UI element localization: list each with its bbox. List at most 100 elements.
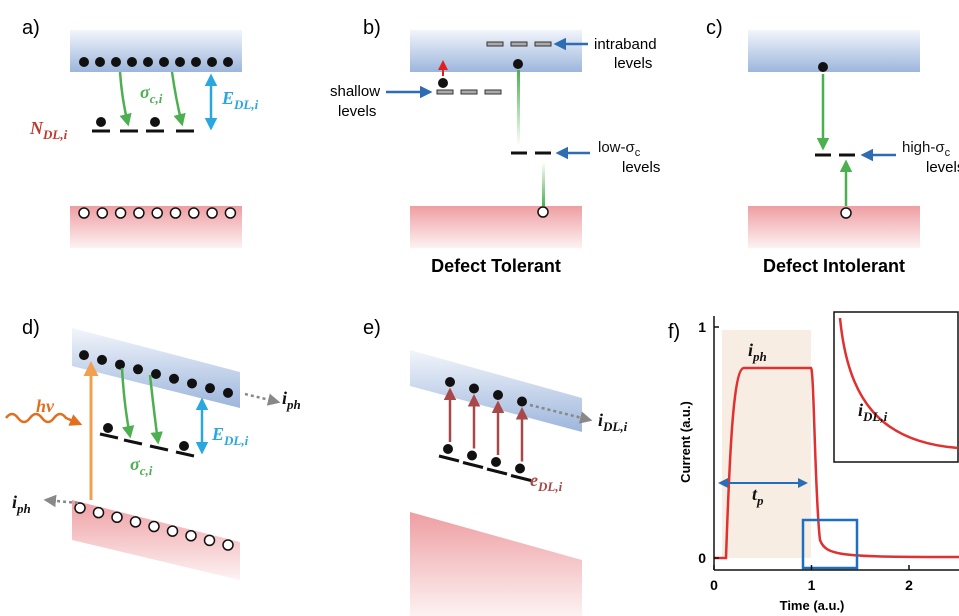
label: shallow (330, 83, 380, 100)
hole (94, 508, 104, 518)
label-text: high-σ (902, 139, 945, 156)
defect-level (439, 456, 459, 461)
hole (841, 208, 851, 218)
symbol: E (221, 88, 234, 108)
electron (223, 57, 233, 67)
hole (207, 208, 217, 218)
panel-a (70, 30, 242, 248)
subscript: DL,i (223, 433, 249, 448)
defect-level (463, 463, 483, 468)
hole (223, 540, 233, 550)
label: levels (622, 159, 660, 176)
electron (79, 57, 89, 67)
electron (513, 59, 523, 69)
conduction-band (70, 30, 242, 72)
label: 0 (710, 577, 718, 593)
electron (151, 369, 161, 379)
electron (205, 383, 215, 393)
panel-d (6, 328, 278, 580)
subscript: ph (286, 397, 301, 412)
subscript: DL,i (602, 419, 628, 434)
label: e) (363, 317, 381, 339)
capture-arrow (120, 72, 128, 124)
electron (517, 397, 527, 407)
electron (143, 57, 153, 67)
trapped-electron (96, 117, 106, 127)
panel-e (410, 350, 590, 616)
math-label: iph (282, 388, 301, 412)
electron (818, 62, 828, 72)
conduction-band (410, 30, 582, 72)
valence-band (410, 512, 582, 616)
label: f) (668, 321, 680, 343)
trapped-electron (467, 451, 477, 461)
hole (152, 208, 162, 218)
subscript: c (635, 147, 641, 159)
subscript: c (945, 147, 951, 159)
label: 0 (698, 550, 706, 566)
electron (493, 390, 503, 400)
hole (186, 531, 196, 541)
subscript: ph (752, 349, 767, 364)
subscript: DL,i (537, 479, 563, 494)
hole (134, 208, 144, 218)
hole (168, 526, 178, 536)
electron (207, 57, 217, 67)
trapped-electron (103, 423, 113, 433)
holes (79, 208, 235, 218)
label: a) (22, 17, 40, 39)
subscript: p (756, 493, 764, 508)
label: Current (a.u.) (678, 401, 693, 483)
subscript: DL,i (42, 127, 68, 142)
math-label: eDL,i (530, 470, 563, 494)
inset (834, 312, 958, 462)
math-label: EDL,i (221, 88, 259, 112)
level-label: high-σc (902, 139, 951, 159)
capture-arrow (172, 72, 182, 124)
math-label: σc,i (130, 454, 153, 478)
label: levels (614, 55, 652, 72)
label: c) (706, 17, 723, 39)
trapped-electron (491, 457, 501, 467)
label: d) (22, 317, 40, 339)
valence-band (748, 206, 920, 248)
hole (171, 208, 181, 218)
trapped-electron (179, 441, 189, 451)
hole (97, 208, 107, 218)
capture-path (542, 162, 545, 206)
intraband-levels (487, 42, 551, 46)
label: b) (363, 17, 381, 39)
electron (175, 57, 185, 67)
label: 1 (808, 577, 816, 593)
defect-level (487, 469, 507, 474)
conduction-band (72, 328, 240, 408)
electron (159, 57, 169, 67)
math-label: iph (12, 492, 31, 516)
label: hν (36, 396, 55, 416)
symbol: e (530, 470, 538, 490)
trapped-electron (515, 464, 525, 474)
trapped-electron (150, 117, 160, 127)
label: levels (338, 103, 376, 120)
electron (111, 57, 121, 67)
hole (131, 517, 141, 527)
panel-c (748, 30, 920, 248)
hole (149, 522, 159, 532)
symbol: N (29, 118, 44, 138)
hole (205, 535, 215, 545)
hole (112, 512, 122, 522)
conduction-band (748, 30, 920, 72)
figure: a)b)c)d)e)f)σc,iEDL,iNDL,iintrabandlevel… (0, 0, 959, 616)
level-label: low-σc (598, 139, 641, 159)
electron (133, 364, 143, 374)
valence-band (410, 206, 582, 248)
math-label: NDL,i (29, 118, 68, 142)
subscript: DL,i (862, 409, 888, 424)
math-label: EDL,i (211, 424, 249, 448)
electron (169, 374, 179, 384)
electron (95, 57, 105, 67)
shallow-levels (437, 90, 501, 94)
hole (79, 208, 89, 218)
math-label: iDL,i (598, 410, 628, 434)
label-text: low-σ (598, 139, 636, 156)
